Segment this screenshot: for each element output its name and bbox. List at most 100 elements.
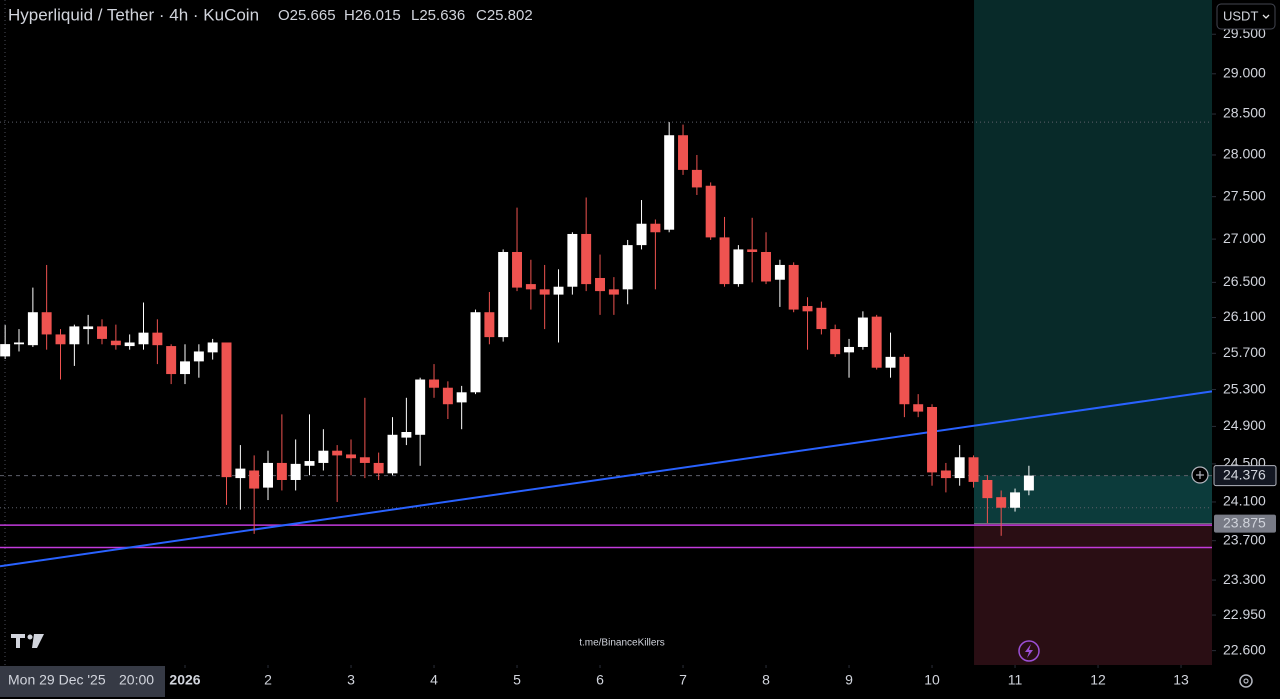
candle-body	[1010, 492, 1021, 508]
y-tick-label: 27.000	[1223, 230, 1266, 246]
candle-body	[221, 342, 232, 478]
candle-body	[387, 434, 398, 474]
candle-body	[373, 462, 384, 474]
candle-body	[180, 361, 190, 375]
candle-body	[332, 450, 343, 456]
candle-body	[940, 470, 951, 479]
candle-body	[14, 342, 24, 345]
legend-high: H26.015	[344, 7, 401, 24]
watermark: t.me/BinanceKillers	[579, 638, 665, 649]
candle-body	[152, 332, 163, 346]
candle-body	[608, 289, 619, 295]
candle-body	[705, 185, 716, 238]
entry-price-label: 23.875	[1223, 514, 1266, 530]
candle-body	[401, 431, 412, 438]
candle-body	[774, 264, 785, 280]
candle-body	[97, 326, 107, 339]
x-tick-label: 9	[845, 672, 853, 688]
candle-body	[512, 251, 523, 288]
target-zone	[974, 0, 1212, 524]
candle-body	[816, 307, 827, 330]
x-tick-label: 2	[264, 672, 272, 688]
candle-body	[470, 312, 481, 393]
add-alert-button[interactable]	[1191, 466, 1209, 484]
trendline	[0, 390, 1213, 568]
candle-body	[1023, 475, 1034, 491]
candle-body	[290, 463, 301, 480]
y-tick-label: 23.700	[1223, 531, 1266, 547]
y-tick-label: 28.000	[1223, 146, 1266, 162]
x-tick-label: 6	[596, 672, 604, 688]
candle-body	[539, 289, 550, 295]
candle-body	[996, 497, 1007, 508]
candle-body	[954, 457, 965, 479]
candle-body	[0, 344, 11, 357]
legend-low: L25.636	[411, 7, 465, 24]
currency-button[interactable]: USDT	[1216, 3, 1276, 30]
candle-body	[415, 379, 426, 435]
candle-body	[276, 462, 287, 480]
y-tick-label: 24.100	[1223, 493, 1266, 509]
y-tick-label: 23.300	[1223, 571, 1266, 587]
candle-body	[442, 387, 453, 405]
price-axis-panel	[1212, 0, 1280, 665]
candle-body	[913, 404, 924, 412]
x-tick-label: 13	[1173, 672, 1189, 688]
candle-body	[484, 312, 495, 338]
y-tick-label: 26.500	[1223, 273, 1266, 289]
candle-body	[927, 406, 938, 473]
x-tick-label: 5	[513, 672, 521, 688]
currency-label[interactable]: USDT	[1223, 8, 1258, 23]
last-price-label: 24.376	[1223, 466, 1266, 482]
candles	[0, 122, 1034, 536]
last-price-box	[1213, 465, 1277, 487]
candle-body	[899, 356, 910, 405]
candle-body	[249, 470, 260, 489]
candle-body	[525, 284, 536, 290]
candle-body	[857, 317, 868, 347]
candle-body	[802, 306, 813, 312]
crosshair-time: 20:00	[119, 672, 154, 688]
candle-body	[456, 392, 467, 403]
tradingview-logo	[11, 634, 44, 648]
x-tick-label: 2026	[169, 672, 200, 688]
y-tick-label: 29.000	[1223, 64, 1266, 80]
candle-body	[871, 316, 882, 368]
candle-body	[498, 251, 509, 338]
x-tick-label: 10	[924, 672, 940, 688]
candle-body	[567, 233, 578, 287]
lightning-icon[interactable]	[1018, 640, 1040, 662]
crosshair-time-label: Mon 29 Dec '25 20:00	[0, 666, 165, 697]
y-tick-label: 27.500	[1223, 187, 1266, 203]
y-tick-label: 24.900	[1223, 417, 1266, 433]
candle-body	[304, 461, 315, 466]
time-axis-panel	[0, 665, 1280, 699]
candle-body	[55, 334, 66, 345]
y-tick-label: 22.950	[1223, 606, 1266, 622]
candle-body	[581, 233, 592, 285]
settings-icon[interactable]	[1239, 674, 1253, 688]
candle-body	[138, 332, 149, 345]
candle-body	[553, 286, 564, 295]
candle-body	[982, 479, 993, 499]
candle-body	[678, 135, 689, 170]
candle-body	[193, 351, 204, 362]
legend-open: O25.665	[278, 7, 336, 24]
position-tool	[974, 0, 1212, 665]
candle-body	[207, 342, 218, 353]
chart-title: Hyperliquid / Tether · 4h · KuCoin	[8, 5, 259, 24]
candle-body	[788, 264, 799, 310]
y-tick-label: 26.100	[1223, 308, 1266, 324]
candle-body	[622, 245, 633, 290]
candle-body	[83, 326, 94, 330]
candle-body	[318, 450, 329, 463]
drawings	[0, 121, 1213, 568]
candle-body	[733, 249, 744, 285]
candle-body	[650, 223, 661, 233]
candle-body	[263, 462, 273, 488]
x-tick-label: 7	[679, 672, 687, 688]
legend-close: C25.802	[476, 7, 533, 24]
entry-price-box	[1214, 514, 1276, 533]
candle-body	[885, 356, 896, 368]
